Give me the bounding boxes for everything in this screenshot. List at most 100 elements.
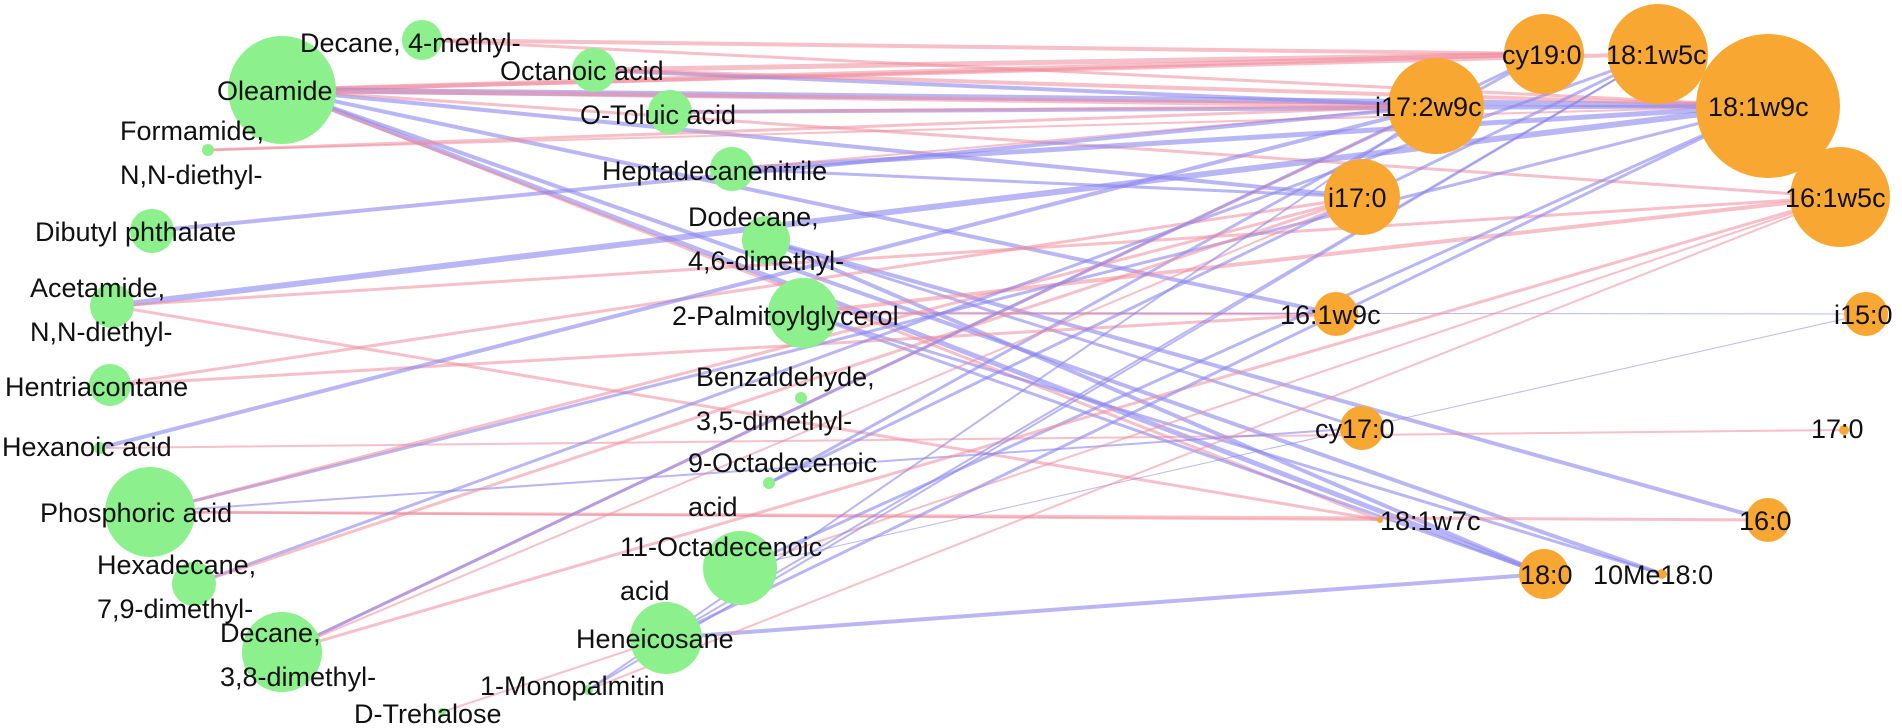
edge-octanoic_acid-cy19_0 xyxy=(591,51,1547,73)
edge-octadecenoic_11-c16_1w5c xyxy=(739,196,1841,569)
node-oleamide[interactable] xyxy=(228,36,336,144)
node-cy19_0[interactable] xyxy=(1504,14,1584,94)
node-octanoic_acid[interactable] xyxy=(572,48,616,92)
node-trehalose[interactable] xyxy=(438,708,446,716)
node-label-octadecenoic_11: 11-Octadecenoic acid xyxy=(620,532,822,606)
edge-hexanoic_acid-i17_2w9c xyxy=(98,104,1438,450)
node-label-oleamide: Oleamide xyxy=(217,76,333,106)
node-label-line: 11-Octadecenoic xyxy=(620,532,822,562)
node-label-hexadecane: Hexadecane, 7,9-dimethyl- xyxy=(97,550,256,624)
edge-decane_4_methyl-cy19_0 xyxy=(420,38,1546,56)
node-label-line: 18:1w5c xyxy=(1606,40,1707,70)
node-benzaldehyde[interactable] xyxy=(795,392,807,404)
node-c17_0[interactable] xyxy=(1839,425,1849,435)
node-phosphoric_acid[interactable] xyxy=(105,467,195,557)
node-label-monopalmitin: 1-Monopalmitin xyxy=(480,671,665,701)
edge-layer xyxy=(98,38,1867,713)
node-label-line: Heptadecanenitrile xyxy=(602,156,827,186)
node-label-heptadecanenitrile: Heptadecanenitrile xyxy=(602,156,827,186)
node-hexanoic_acid[interactable] xyxy=(94,442,106,454)
edge-hentriacontane-c16_1w9c xyxy=(108,312,1338,387)
node-acetamide[interactable] xyxy=(90,284,134,328)
node-label-line: Dodecane, xyxy=(688,202,819,232)
node-label-line: Hentriacontane xyxy=(5,372,188,402)
node-label-hentriacontane: Hentriacontane xyxy=(5,372,188,402)
node-label-line: acid xyxy=(620,576,670,606)
edge-phosphoric_acid-i17_0 xyxy=(148,195,1364,514)
node-label-hexanoic_acid: Hexanoic acid xyxy=(2,432,172,462)
node-label-line: 1-Monopalmitin xyxy=(480,671,665,701)
edge-monopalmitin-i17_2w9c xyxy=(587,105,1437,691)
node-dodecane[interactable] xyxy=(742,216,790,264)
node-label-line: 9-Octadecenoic xyxy=(688,448,877,478)
node-label-phosphoric_acid: Phosphoric acid xyxy=(40,498,232,528)
node-label-line: 18:0 xyxy=(1520,560,1573,590)
edge-formamide-i17_2w9c xyxy=(206,104,1438,152)
node-label-c18_1w9c: 18:1w9c xyxy=(1708,92,1809,122)
node-label-dibutyl_phthalate: Dibutyl phthalate xyxy=(35,217,236,247)
node-label-line: Phosphoric acid xyxy=(40,498,232,528)
node-label-line: 17:0 xyxy=(1811,414,1864,444)
node-label-cy17_0: cy17:0 xyxy=(1315,414,1395,444)
node-label-i17_2w9c: i17:2w9c xyxy=(1375,92,1482,122)
node-c16_0[interactable] xyxy=(1746,498,1790,542)
edge-hentriacontane-i17_0 xyxy=(108,195,1364,387)
node-label-octanoic_acid: Octanoic acid xyxy=(500,56,664,86)
edge-octadecenoic_9-c18_1w5c xyxy=(767,52,1660,485)
node-label-line: 10Me18:0 xyxy=(1593,560,1713,590)
node-c18_0[interactable] xyxy=(1519,549,1569,599)
node-label-line: cy17:0 xyxy=(1315,414,1395,444)
node-heptadecanenitrile[interactable] xyxy=(710,147,754,191)
node-c10me18_0[interactable] xyxy=(1657,569,1667,579)
node-label-line: 16:1w9c xyxy=(1280,300,1381,330)
node-cy17_0[interactable] xyxy=(1340,406,1384,450)
node-label-line: Hexadecane, xyxy=(97,550,256,580)
node-label-formamide: Formamide, N,N-diethyl- xyxy=(120,116,264,190)
node-label-c10me18_0: 10Me18:0 xyxy=(1593,560,1713,590)
edge-decane_3_8-c16_1w5c xyxy=(280,195,1842,654)
edge-octadecenoic_11-i15_0 xyxy=(739,313,1867,569)
node-c16_1w5c[interactable] xyxy=(1790,147,1890,247)
node-label-line: 4,6-dimethyl- xyxy=(688,246,844,276)
node-decane_3_8[interactable] xyxy=(242,612,322,692)
node-dibutyl_phthalate[interactable] xyxy=(130,209,174,253)
node-label-c16_1w9c: 16:1w9c xyxy=(1280,300,1381,330)
node-decane_4_methyl[interactable] xyxy=(402,20,442,60)
node-c18_1w5c[interactable] xyxy=(1608,4,1708,104)
node-label-i15_0: i15:0 xyxy=(1834,300,1893,330)
node-label-decane_4_methyl: Decane, 4-methyl- xyxy=(300,28,521,58)
node-label-decane_3_8: Decane, 3,8-dimethyl- xyxy=(220,618,376,692)
node-palmitoylglycerol[interactable] xyxy=(768,278,838,348)
node-c18_1w7c[interactable] xyxy=(1377,517,1383,523)
node-c18_1w9c[interactable] xyxy=(1696,34,1840,178)
edge-decane_3_8-cy19_0 xyxy=(280,52,1546,654)
node-hexadecane[interactable] xyxy=(172,562,216,606)
node-i15_0[interactable] xyxy=(1844,292,1888,336)
node-monopalmitin[interactable] xyxy=(583,685,593,695)
node-octadecenoic_11[interactable] xyxy=(703,531,777,605)
node-label-line: i17:2w9c xyxy=(1375,92,1482,122)
node-c16_1w9c[interactable] xyxy=(1314,292,1358,336)
node-o_toluic_acid[interactable] xyxy=(648,90,692,134)
node-i17_0[interactable] xyxy=(1324,159,1400,235)
node-octadecenoic_9[interactable] xyxy=(763,477,775,489)
edge-phosphoric_acid-c18_1w7c xyxy=(149,511,1381,521)
edge-palmitoylglycerol-c10me18_0 xyxy=(801,311,1664,576)
node-label-line: 7,9-dimethyl- xyxy=(97,594,253,624)
node-label-line: N,N-diethyl- xyxy=(30,317,173,347)
node-label-line: Hexanoic acid xyxy=(2,432,172,462)
edge-phosphoric_acid-c18_1w9c xyxy=(148,104,1770,514)
node-hentriacontane[interactable] xyxy=(89,364,131,406)
node-label-line: cy19:0 xyxy=(1502,40,1582,70)
node-i17_2w9c[interactable] xyxy=(1388,58,1484,154)
node-label-trehalose: D-Trehalose xyxy=(354,699,502,728)
node-label-line: 16:1w5c xyxy=(1785,183,1886,213)
label-layer: Decane, 4-methyl-Octanoic acid Oleamide O-… xyxy=(2,28,1893,728)
node-label-c16_0: 16:0 xyxy=(1739,506,1792,536)
node-heneicosane[interactable] xyxy=(630,602,702,674)
node-label-c18_1w5c: 18:1w5c xyxy=(1606,40,1707,70)
edge-hexadecane-i17_0 xyxy=(192,195,1364,586)
node-formamide[interactable] xyxy=(202,144,214,156)
edge-o_toluic_acid-i17_2w9c xyxy=(668,104,1438,114)
